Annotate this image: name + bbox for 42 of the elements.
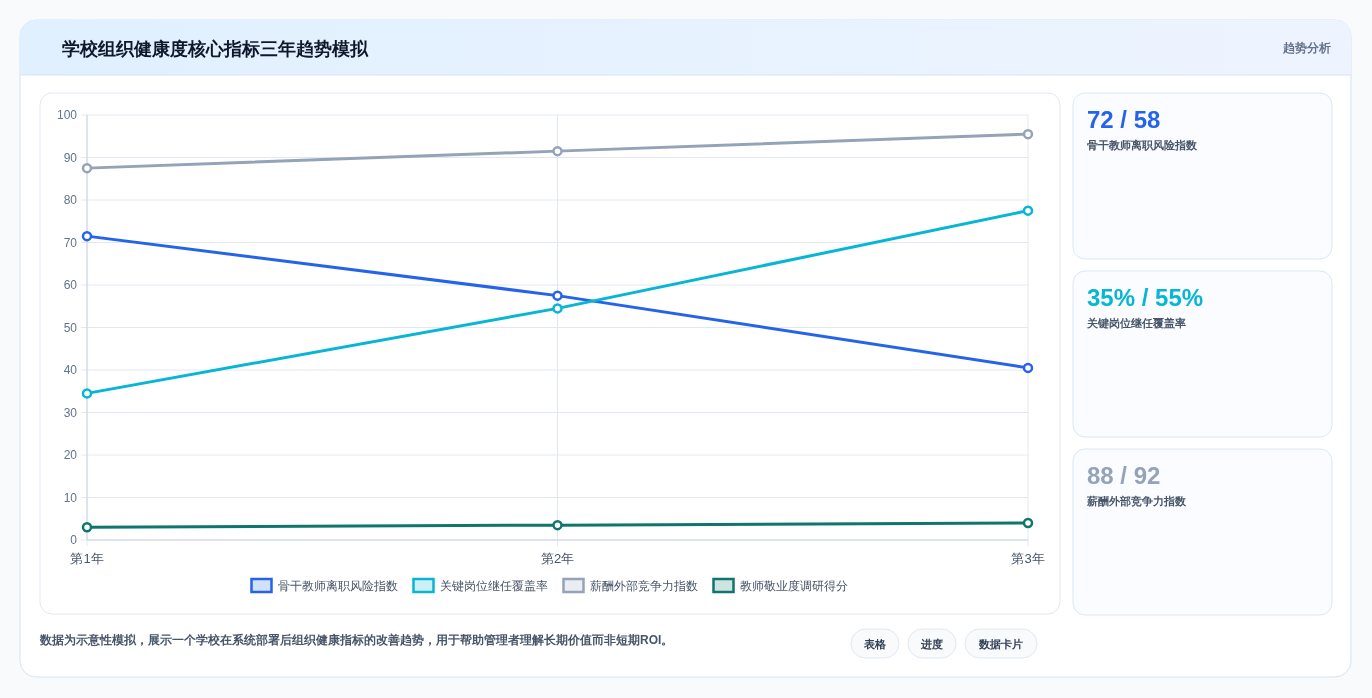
text: 88 / 92 [1087,462,1161,489]
y-tick-label: 80 [63,193,78,207]
text: 数据卡片 [978,638,1023,650]
y-tick-label: 70 [63,235,78,250]
text: 关键岗位继任覆盖率 [1086,317,1186,329]
point [552,519,563,531]
y-tick-label: 10 [63,490,78,505]
y-tick-label: 60 [63,278,78,292]
y-tick-label: 100 [56,108,78,122]
text: 数据为示意性模拟，展示一个学校在系统部署后组织健康指标的改善趋势，用于帮助管理者理解长期价值而非短期ROI。 [39,633,674,647]
y-tick-label: 30 [63,405,78,420]
y-tick-label: 0 [70,533,78,547]
y-tick-label: 50 [63,320,78,335]
point [1022,362,1034,374]
x-tick-label: 第3年 [1011,551,1045,566]
x-tick-label: 第1年 [70,551,104,566]
point [1022,517,1034,529]
text: 72 / 58 [1087,106,1161,133]
legend-label: 关键岗位继任覆盖率 [439,579,548,592]
point [552,303,563,314]
point [1022,128,1034,140]
text: 骨干教师离职风险指数 [1087,139,1198,152]
y-tick-label: 40 [63,363,78,377]
chart-title: 学校组织健康度核心指标三年趋势模拟 [62,39,369,59]
y-tick-label: 20 [63,448,78,462]
text: 35% / 55% [1087,284,1204,311]
legend-label: 薪酬外部竞争力指数 [589,579,698,592]
point [81,522,93,533]
point [81,230,93,242]
x-tick-label: 第2年 [540,551,575,566]
text: 进度 [920,638,943,650]
text: 表格 [863,638,887,650]
point [81,388,93,399]
y-tick-label: 90 [63,150,78,165]
legend-label: 教师敬业度调研得分 [739,579,848,592]
point [81,162,93,174]
point [552,290,563,301]
text: 薪酬外部竞争力指数 [1086,495,1187,507]
legend-label: 骨干教师离职风险指数 [277,579,398,592]
text: 趋势分析 [1282,41,1331,55]
point [1022,205,1034,216]
point [552,145,563,157]
